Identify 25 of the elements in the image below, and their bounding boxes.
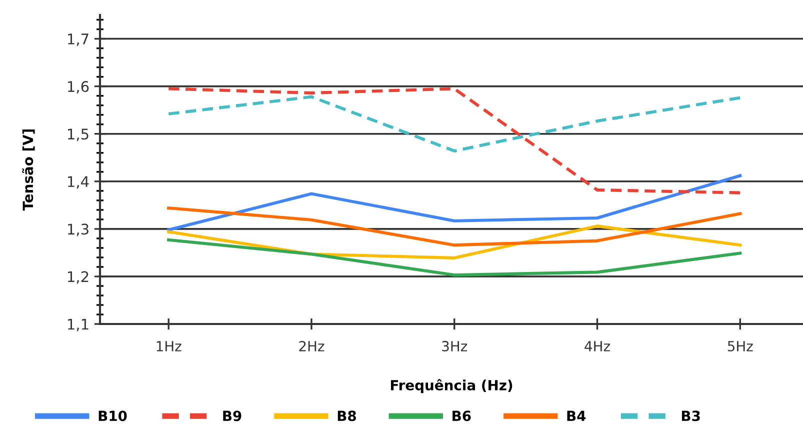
x-tick-label: 1Hz [156, 341, 182, 352]
line-series [167, 95, 742, 152]
x-tick-label: 3Hz [442, 340, 468, 352]
legend-label: B8 [338, 410, 356, 422]
y-tick-label: 1,2 [68, 271, 88, 284]
y-tick-label: 1,6 [68, 81, 89, 94]
line-series [167, 238, 742, 277]
x-tick-label: 4Hz [584, 341, 610, 352]
x-axis-title: Frequência (Hz) [390, 379, 512, 394]
line-series [167, 206, 742, 247]
y-tick-label: 1,7 [68, 34, 88, 46]
legend-label: B4 [567, 410, 586, 421]
line-series [167, 174, 742, 232]
y-axis-title: Tensão [V] [22, 129, 35, 211]
x-tick-label: 5Hz [728, 341, 753, 352]
y-tick-label: 1,3 [68, 224, 88, 236]
legend-label: B10 [98, 410, 127, 422]
y-tick-label: 1,4 [68, 176, 89, 189]
y-tick-label: 1,1 [68, 318, 88, 332]
x-tick-label: 2Hz [299, 340, 324, 352]
line-series [167, 87, 742, 194]
y-tick-label: 1,5 [68, 128, 88, 142]
legend-label: B9 [223, 410, 242, 422]
legend-label: B6 [452, 410, 471, 422]
legend-label: B3 [682, 410, 700, 422]
